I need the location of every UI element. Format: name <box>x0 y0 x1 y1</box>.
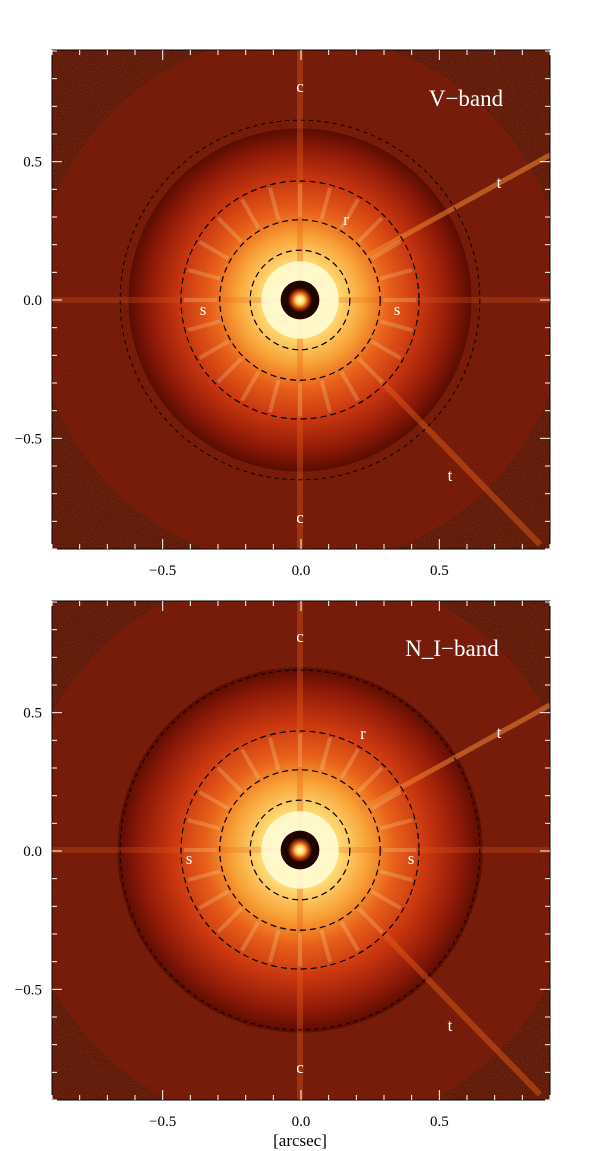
feature-annotation: r <box>343 210 349 229</box>
psf-image <box>52 50 550 549</box>
feature-annotation: c <box>296 1058 304 1077</box>
band-label: V−band <box>429 86 504 111</box>
feature-annotation: s <box>394 300 401 319</box>
feature-annotation: s <box>408 849 415 868</box>
dashed-ring <box>119 669 481 1031</box>
x-tick-label: 0.5 <box>430 563 449 579</box>
psf-image <box>52 601 550 1100</box>
x-tick-label: 0.0 <box>292 563 311 579</box>
band-label: N_I−band <box>405 636 499 661</box>
x-tick-label: −0.5 <box>149 1114 176 1130</box>
dashed-ring <box>180 730 420 970</box>
y-tick-label: 0.5 <box>23 706 42 722</box>
feature-annotation: s <box>200 300 207 319</box>
dashed-ring <box>219 219 381 381</box>
dashed-ring <box>249 249 351 351</box>
axis-ticks <box>51 601 551 1101</box>
dashed-ring <box>219 769 381 931</box>
y-tick-label: 0.0 <box>23 844 42 860</box>
x-tick-label: 0.5 <box>430 1114 449 1130</box>
dashed-ring <box>119 119 481 481</box>
dashed-ring <box>180 180 420 420</box>
axis-ticks <box>51 50 551 550</box>
y-tick-label: −0.5 <box>15 431 42 447</box>
feature-annotation: t <box>448 466 453 485</box>
feature-annotation: r <box>360 724 366 743</box>
feature-annotation: c <box>296 77 304 96</box>
x-tick-label: 0.0 <box>292 1114 311 1130</box>
feature-annotation: c <box>296 508 304 527</box>
x-axis-label: [arcsec] <box>273 1131 327 1150</box>
y-tick-label: −0.5 <box>15 982 42 998</box>
dashed-ring <box>249 799 351 901</box>
feature-annotation: s <box>186 849 193 868</box>
x-tick-label: −0.5 <box>149 563 176 579</box>
y-tick-label: 0.5 <box>23 155 42 171</box>
feature-annotation: t <box>497 173 502 192</box>
feature-annotation: t <box>497 723 502 742</box>
feature-annotation: t <box>448 1016 453 1035</box>
image-panel-1: −0.5 −0.5 0.0 0.0 0.5 0.5 V−band c t r s s t c <box>15 49 551 579</box>
y-tick-label: 0.0 <box>23 293 42 309</box>
feature-annotation: c <box>296 627 304 646</box>
